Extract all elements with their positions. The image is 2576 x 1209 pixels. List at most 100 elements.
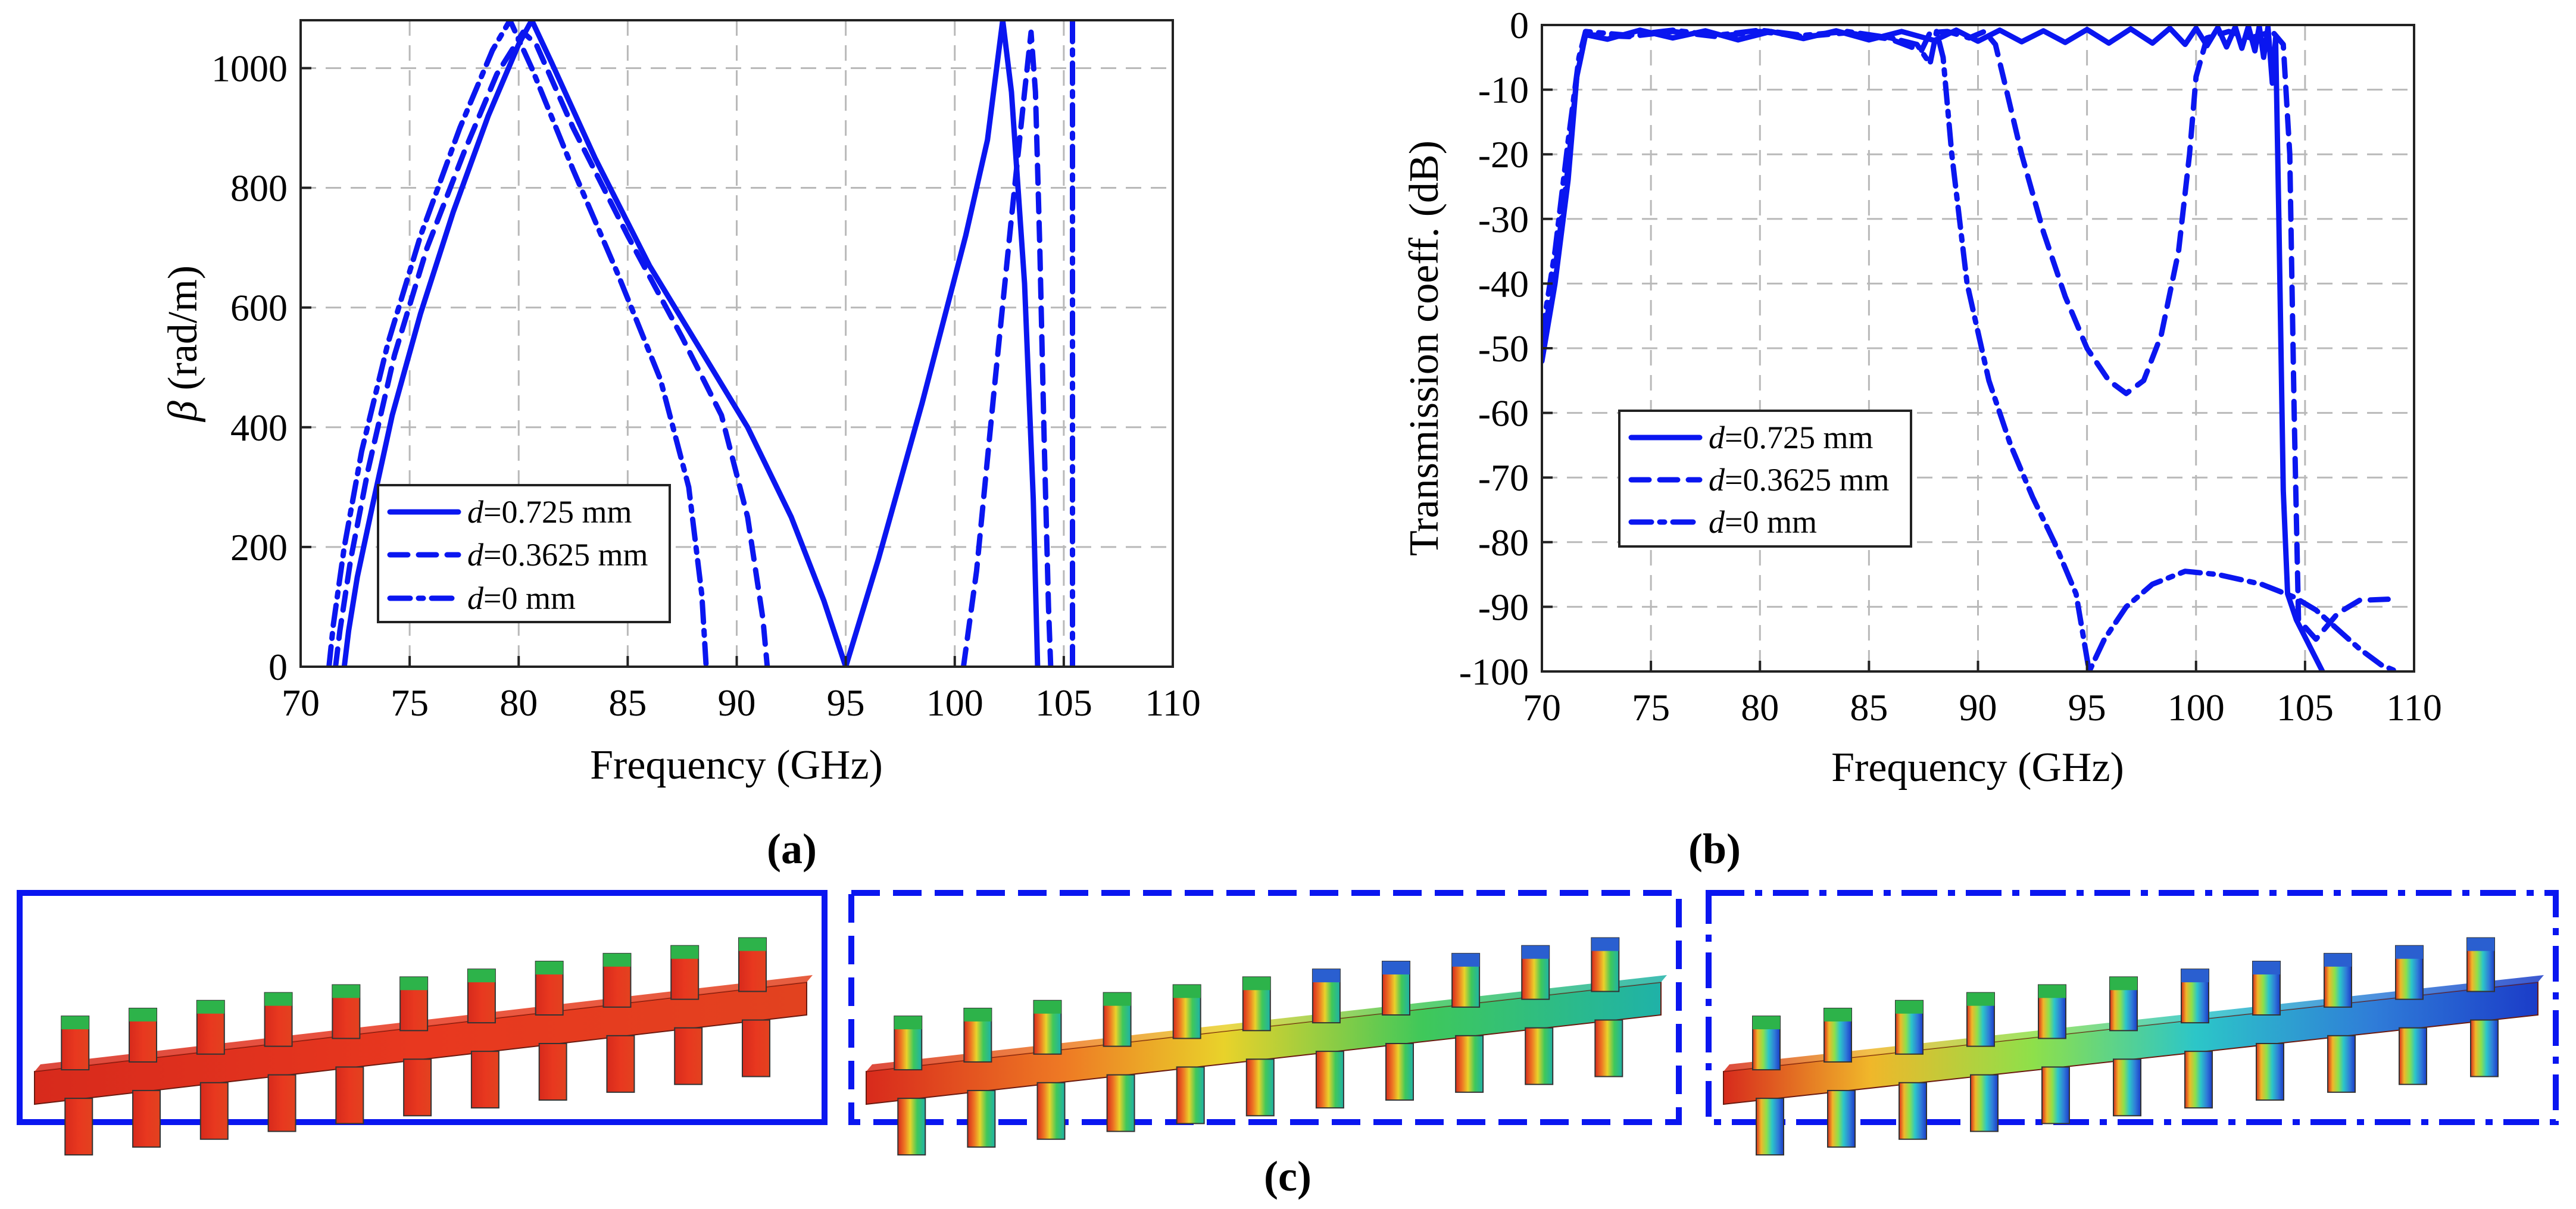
field-panel-0-post-cap-8	[603, 953, 631, 967]
field-panel-1-post-cap-8	[1452, 953, 1480, 967]
field-panel-0-post-lower-7	[538, 1043, 567, 1101]
field-panel-0-post-lower-10	[741, 1019, 770, 1077]
chart-a-series-1-segment-0	[333, 29, 770, 667]
chart-b-legend-label-1: d=0.3625 mm	[1709, 462, 1889, 498]
field-panel-1-post-cap-4	[1173, 985, 1201, 998]
field-panel-2-post-lower-0	[1756, 1098, 1784, 1156]
chart-b-xtick-label-2: 80	[1741, 686, 1779, 729]
chart-b-xtick-label-5: 95	[2068, 686, 2106, 729]
field-panel-1-post-lower-5	[1245, 1058, 1275, 1117]
chart-b-series	[1542, 25, 2400, 671]
field-panel-0-post-lower-9	[674, 1027, 703, 1085]
chart-a-series-1-segment-1	[960, 29, 1054, 667]
field-panel-1-post-cap-6	[1312, 969, 1340, 983]
field-panel-1-post-lower-0	[897, 1098, 926, 1156]
chart-b-xtick-label-7: 105	[2277, 686, 2334, 729]
chart-a-ytick-label-4: 800	[230, 167, 288, 210]
field-panel-1-post-cap-7	[1382, 961, 1410, 974]
field-distribution-panels	[17, 890, 2559, 1156]
field-panel-1-post-lower-4	[1176, 1066, 1205, 1124]
chart-b-ytick-label-4: -40	[1478, 263, 1529, 305]
chart-b-ytick-label-2: -20	[1478, 133, 1529, 176]
chart-a-series	[326, 20, 1075, 667]
chart-a-series-2-segment-0	[326, 20, 709, 667]
chart-a-legend-label-1: d=0.3625 mm	[467, 537, 648, 573]
chart-a-ytick-label-0: 0	[268, 646, 288, 688]
field-panel-1-post-cap-5	[1242, 977, 1270, 991]
chart-b-ticks: 70 75 80 85 90 95 100 105 110 0 -10 -20 -30 -40 -50 -60…	[1459, 4, 2442, 729]
chart-a-legend: d=0.725 mm d=0.3625 mm d=0 mm	[377, 484, 671, 623]
chart-b-xtick-label-4: 90	[1959, 686, 1997, 729]
chart-b-ylabel: Transmission coeff. (dB)	[1401, 140, 1447, 556]
field-panel-2-post-cap-1	[1824, 1008, 1851, 1021]
field-panel-2-post-cap-0	[1753, 1016, 1780, 1030]
field-panel-0-post-lower-5	[403, 1058, 432, 1117]
field-panel-0-post-lower-0	[64, 1098, 93, 1156]
field-panel-2-post-cap-6	[2181, 969, 2209, 983]
chart-a-ytick-label-1: 200	[230, 526, 288, 568]
chart-b-legend: d=0.725 mm d=0.3625 mm d=0 mm	[1618, 410, 1912, 548]
field-panel-2-post-cap-3	[1967, 992, 1994, 1006]
chart-b-xtick-label-6: 100	[2168, 686, 2225, 729]
field-panel-0-post-cap-9	[671, 945, 699, 959]
chart-a-xtick-label-7: 105	[1035, 682, 1092, 724]
chart-b-xtick-label-8: 110	[2386, 686, 2442, 729]
chart-b-series-2-segment-0	[1542, 27, 2400, 671]
chart-a-ticks: 70 75 80 85 90 95 100 105 110 0 200 400 600 800 1000	[211, 47, 1201, 724]
chart-a-xtick-label-8: 110	[1145, 682, 1201, 724]
field-panel-2-post-lower-7	[2256, 1043, 2284, 1101]
field-panel-2-post-cap-5	[2110, 977, 2137, 991]
field-panel-2-post-cap-2	[1896, 1000, 1923, 1014]
field-panel-0-post-cap-3	[264, 992, 292, 1006]
chart-a-legend-label-0: d=0.725 mm	[467, 494, 632, 530]
field-panel-1-post-lower-9	[1525, 1027, 1554, 1085]
field-panel-0-post-cap-10	[738, 938, 766, 951]
chart-a-ylabel-unit: (rad/m)	[160, 265, 206, 401]
chart-a-xtick-label-6: 100	[926, 682, 983, 724]
field-panel-1-post-cap-1	[964, 1008, 992, 1021]
chart-a-xlabel: Frequency (GHz)	[590, 742, 883, 788]
chart-a: 70 75 80 85 90 95 100 105 110 0 200 400 600 800 1000 F…	[160, 19, 1201, 873]
chart-a-legend-label-2: d=0 mm	[467, 580, 576, 616]
chart-b-xlabel: Frequency (GHz)	[1831, 745, 2124, 791]
field-panel-0-post-lower-6	[470, 1051, 499, 1109]
chart-b-xtick-label-3: 85	[1850, 686, 1888, 729]
field-panel-1-post-lower-10	[1594, 1019, 1623, 1077]
chart-b-ytick-label-0: 0	[1510, 4, 1529, 46]
chart-a-xtick-label-2: 80	[499, 682, 538, 724]
chart-b-ytick-label-10: -100	[1459, 651, 1529, 693]
field-panel-2-post-lower-8	[2327, 1035, 2356, 1093]
field-panel-0-post-cap-0	[61, 1016, 89, 1030]
field-panel-1-post-lower-3	[1106, 1074, 1135, 1132]
field-panel-1-post-cap-10	[1591, 938, 1619, 951]
field-panel-1-post-lower-1	[967, 1089, 996, 1148]
field-panel-2	[1706, 890, 2559, 1156]
field-panel-2-post-lower-9	[2399, 1027, 2427, 1085]
field-panel-0-post-lower-8	[606, 1035, 635, 1093]
chart-a-xtick-label-0: 70	[282, 682, 320, 724]
field-panel-0-post-lower-4	[335, 1066, 364, 1124]
field-panel-0-post-cap-5	[400, 977, 428, 991]
chart-b-ytick-label-1: -10	[1478, 69, 1529, 111]
field-panel-0-post-cap-2	[196, 1000, 224, 1014]
chart-b: 70 75 80 85 90 95 100 105 110 0 -10 -20 -30 -40 -50 -60…	[1401, 4, 2442, 873]
chart-a-ylabel-symbol: β	[160, 401, 206, 423]
field-panel-2-post-cap-8	[2324, 953, 2352, 967]
field-panel-0-post-lower-3	[267, 1074, 296, 1132]
field-panel-1-post-cap-0	[894, 1016, 922, 1030]
field-panel-0-post-lower-2	[199, 1082, 229, 1140]
chart-a-ytick-label-3: 600	[230, 287, 288, 329]
chart-b-ytick-label-3: -30	[1478, 198, 1529, 240]
chart-a-ylabel: β (rad/m)	[160, 265, 206, 423]
chart-a-xtick-label-3: 85	[608, 682, 647, 724]
field-panel-2-post-lower-10	[2470, 1019, 2499, 1077]
field-panel-0-post-cap-1	[129, 1008, 157, 1021]
field-panel-1-post-lower-8	[1455, 1035, 1484, 1093]
chart-b-ytick-label-8: -80	[1478, 521, 1529, 564]
chart-a-xtick-label-5: 95	[827, 682, 865, 724]
field-panel-2-post-cap-7	[2253, 961, 2280, 974]
chart-b-ytick-label-7: -70	[1478, 457, 1529, 499]
field-panel-0-post-cap-7	[535, 961, 563, 974]
field-panel-2-post-cap-9	[2396, 945, 2423, 959]
